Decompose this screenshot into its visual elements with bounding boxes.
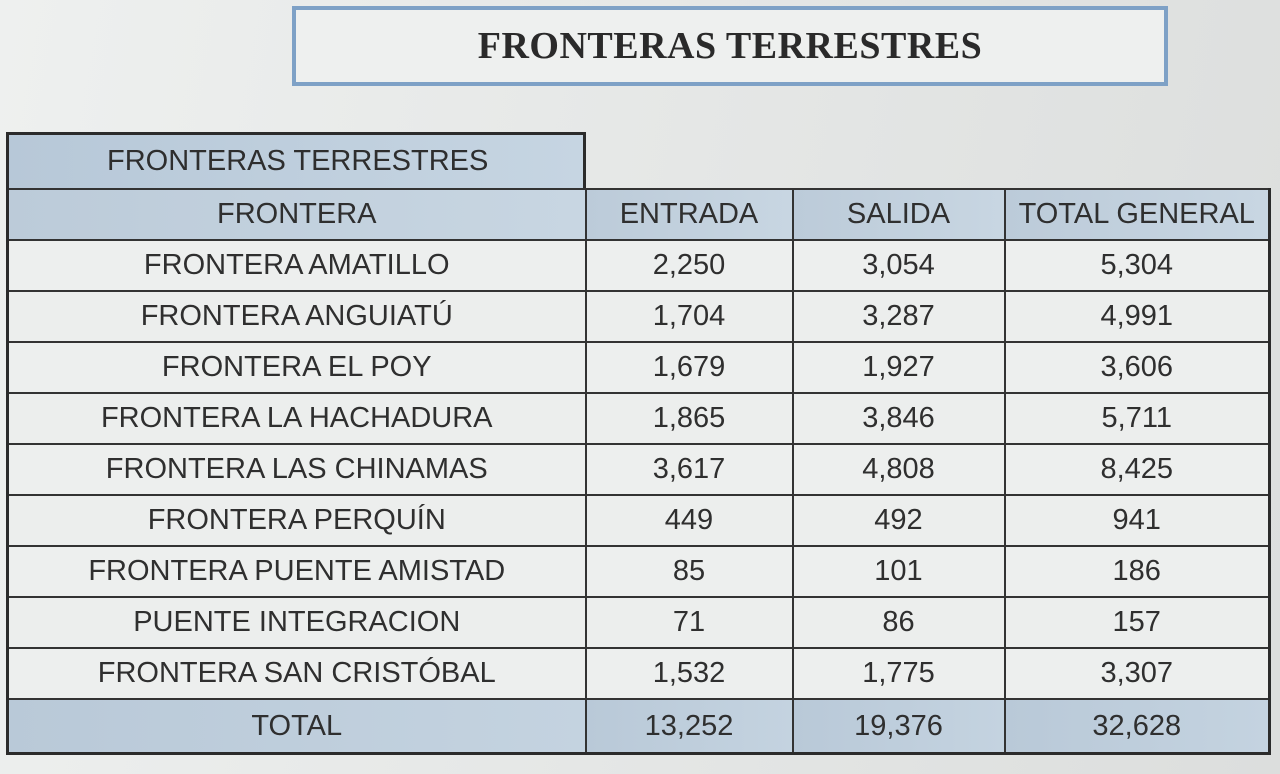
cell-frontera: FRONTERA ANGUIATÚ [6,290,587,343]
cell-total: 4,991 [1003,290,1271,343]
cell-salida: 1,927 [791,341,1006,394]
column-header-entrada: ENTRADA [584,188,794,241]
table-row: FRONTERA SAN CRISTÓBAL 1,532 1,775 3,307 [6,647,1271,700]
column-header-frontera: FRONTERA [6,188,587,241]
cell-entrada: 3,617 [584,443,794,496]
cell-salida: 101 [791,545,1006,598]
table-row: FRONTERA LAS CHINAMAS 3,617 4,808 8,425 [6,443,1271,496]
page-title: FRONTERAS TERRESTRES [477,25,983,67]
table-section-label: FRONTERAS TERRESTRES [107,145,489,177]
total-entrada: 13,252 [584,698,794,755]
cell-frontera: FRONTERA AMATILLO [6,239,587,292]
table-row: FRONTERA PERQUÍN 449 492 941 [6,494,1271,547]
table-row: FRONTERA AMATILLO 2,250 3,054 5,304 [6,239,1271,292]
cell-frontera: FRONTERA EL POY [6,341,587,394]
cell-entrada: 71 [584,596,794,649]
cell-entrada: 1,532 [584,647,794,700]
table-row: PUENTE INTEGRACION 71 86 157 [6,596,1271,649]
cell-salida: 492 [791,494,1006,547]
cell-frontera: FRONTERA PUENTE AMISTAD [6,545,587,598]
cell-total: 5,711 [1003,392,1271,445]
table-row: FRONTERA LA HACHADURA 1,865 3,846 5,711 [6,392,1271,445]
total-salida: 19,376 [791,698,1006,755]
cell-entrada: 449 [584,494,794,547]
cell-salida: 86 [791,596,1006,649]
cell-salida: 3,054 [791,239,1006,292]
cell-total: 157 [1003,596,1271,649]
title-banner: FRONTERAS TERRESTRES [292,6,1168,86]
table-row: FRONTERA EL POY 1,679 1,927 3,606 [6,341,1271,394]
total-row: TOTAL 13,252 19,376 32,628 [6,698,1271,755]
cell-salida: 4,808 [791,443,1006,496]
cell-frontera: FRONTERA LAS CHINAMAS [6,443,587,496]
column-header-salida: SALIDA [791,188,1006,241]
cell-entrada: 85 [584,545,794,598]
cell-salida: 3,287 [791,290,1006,343]
cell-total: 186 [1003,545,1271,598]
cell-salida: 1,775 [791,647,1006,700]
table-row: FRONTERA ANGUIATÚ 1,704 3,287 4,991 [6,290,1271,343]
cell-total: 5,304 [1003,239,1271,292]
total-general: 32,628 [1003,698,1271,755]
cell-entrada: 1,704 [584,290,794,343]
cell-frontera: FRONTERA SAN CRISTÓBAL [6,647,587,700]
cell-salida: 3,846 [791,392,1006,445]
header-row: FRONTERA ENTRADA SALIDA TOTAL GENERAL [6,188,1271,241]
total-label: TOTAL [6,698,587,755]
cell-frontera: PUENTE INTEGRACION [6,596,587,649]
cell-entrada: 2,250 [584,239,794,292]
table-row: FRONTERA PUENTE AMISTAD 85 101 186 [6,545,1271,598]
column-header-total-general: TOTAL GENERAL [1003,188,1271,241]
cell-entrada: 1,865 [584,392,794,445]
cell-frontera: FRONTERA PERQUÍN [6,494,587,547]
cell-entrada: 1,679 [584,341,794,394]
cell-total: 8,425 [1003,443,1271,496]
cell-total: 3,606 [1003,341,1271,394]
cell-frontera: FRONTERA LA HACHADURA [6,392,587,445]
table-section-label-box: FRONTERAS TERRESTRES [6,132,586,188]
cell-total: 941 [1003,494,1271,547]
border-crossings-table: FRONTERA ENTRADA SALIDA TOTAL GENERAL FR… [6,188,1271,755]
cell-total: 3,307 [1003,647,1271,700]
